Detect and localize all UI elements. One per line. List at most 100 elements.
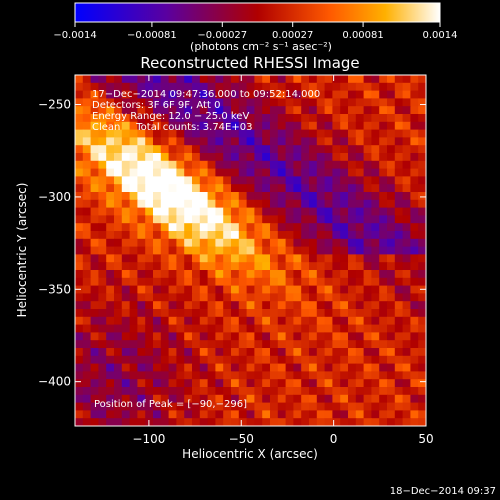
heatmap-cell bbox=[75, 121, 84, 131]
heatmap-cell bbox=[270, 270, 279, 279]
heatmap-cell bbox=[371, 324, 380, 333]
heatmap-cell bbox=[114, 207, 123, 216]
heatmap-cell bbox=[129, 153, 138, 162]
heatmap-cell bbox=[316, 301, 326, 310]
heatmap-cell bbox=[387, 402, 396, 411]
heatmap-cell bbox=[371, 137, 380, 146]
heatmap-cell bbox=[176, 192, 185, 201]
heatmap-cell bbox=[223, 363, 232, 372]
heatmap-cell bbox=[355, 340, 365, 349]
heatmap-cell bbox=[402, 137, 411, 146]
heatmap-cell bbox=[215, 262, 224, 271]
heatmap-cell bbox=[285, 254, 294, 263]
heatmap-cell bbox=[301, 402, 310, 411]
heatmap-cell bbox=[293, 418, 302, 426]
heatmap-cell bbox=[90, 309, 99, 318]
heatmap-cell bbox=[98, 145, 107, 154]
heatmap-cell bbox=[301, 387, 310, 396]
heatmap-cell bbox=[231, 121, 240, 131]
heatmap-cell bbox=[223, 238, 232, 248]
heatmap-cell bbox=[176, 309, 185, 318]
heatmap-cell bbox=[121, 394, 131, 404]
heatmap-cell bbox=[285, 363, 294, 372]
heatmap-cell bbox=[238, 394, 248, 404]
heatmap-cell bbox=[340, 254, 349, 263]
heatmap-cell bbox=[379, 379, 388, 388]
heatmap-cell bbox=[153, 246, 162, 255]
heatmap-cell bbox=[192, 316, 201, 326]
heatmap-cell bbox=[246, 90, 255, 99]
colorbar-tick-label: 0.00027 bbox=[272, 30, 313, 41]
heatmap-cell bbox=[168, 98, 177, 107]
heatmap-cell bbox=[231, 207, 240, 216]
heatmap-cell bbox=[301, 355, 310, 365]
heatmap-cell bbox=[332, 379, 341, 388]
heatmap-cell bbox=[160, 316, 170, 326]
heatmap-cell bbox=[332, 90, 341, 99]
heatmap-cell bbox=[145, 82, 154, 92]
heatmap-cell bbox=[262, 176, 271, 185]
heatmap-cell bbox=[340, 363, 349, 372]
heatmap-cell bbox=[75, 277, 84, 287]
heatmap-cell bbox=[402, 145, 411, 154]
heatmap-cell bbox=[223, 199, 232, 209]
heatmap-cell bbox=[332, 114, 341, 123]
heatmap-cell bbox=[418, 129, 426, 138]
heatmap-cell bbox=[277, 371, 287, 380]
heatmap-cell bbox=[199, 410, 209, 419]
heatmap-cell bbox=[192, 394, 201, 404]
heatmap-cell bbox=[192, 207, 201, 216]
heatmap-cell bbox=[82, 371, 92, 380]
heatmap-cell bbox=[184, 410, 193, 419]
heatmap-cell bbox=[153, 129, 162, 138]
heatmap-cell bbox=[238, 379, 248, 388]
heatmap-cell bbox=[371, 207, 380, 216]
heatmap-cell bbox=[98, 98, 107, 107]
heatmap-cell bbox=[114, 324, 123, 333]
heatmap-cell bbox=[246, 355, 255, 365]
heatmap-cell bbox=[231, 402, 240, 411]
heatmap-cell bbox=[114, 363, 123, 372]
heatmap-cell bbox=[262, 340, 271, 349]
heatmap-cell bbox=[394, 324, 404, 333]
heatmap-cell bbox=[332, 418, 341, 426]
heatmap-cell bbox=[410, 98, 419, 107]
heatmap-cell bbox=[153, 254, 162, 263]
heatmap-cell bbox=[192, 285, 201, 294]
heatmap-cell bbox=[215, 355, 224, 365]
heatmap-cell bbox=[402, 184, 411, 193]
heatmap-cell bbox=[309, 418, 318, 426]
heatmap-cell bbox=[418, 153, 426, 162]
heatmap-cell bbox=[192, 121, 201, 131]
heatmap-cell bbox=[309, 363, 318, 372]
heatmap-cell bbox=[262, 184, 271, 193]
heatmap-cell bbox=[106, 114, 115, 123]
heatmap-cell bbox=[301, 82, 310, 92]
heatmap-cell bbox=[309, 75, 318, 84]
heatmap-cell bbox=[262, 106, 271, 115]
heatmap-cell bbox=[277, 121, 287, 131]
heatmap-cell bbox=[418, 90, 426, 99]
heatmap-cell bbox=[192, 129, 201, 138]
heatmap-cell bbox=[355, 90, 365, 99]
heatmap-cell bbox=[402, 246, 411, 255]
heatmap-cell bbox=[394, 270, 404, 279]
heatmap-cell bbox=[215, 231, 224, 240]
heatmap-cell bbox=[82, 168, 92, 177]
heatmap-cell bbox=[394, 75, 404, 84]
heatmap-cell bbox=[309, 355, 318, 365]
heatmap-cell bbox=[168, 410, 177, 419]
heatmap-cell bbox=[207, 215, 216, 224]
heatmap-cell bbox=[316, 418, 326, 426]
heatmap-cell bbox=[309, 316, 318, 326]
heatmap-cell bbox=[75, 348, 84, 357]
heatmap-cell bbox=[340, 75, 349, 84]
heatmap-cell bbox=[355, 231, 365, 240]
heatmap-cell bbox=[355, 301, 365, 310]
heatmap-cell bbox=[301, 114, 310, 123]
heatmap-cell bbox=[168, 379, 177, 388]
heatmap-cell bbox=[394, 355, 404, 365]
heatmap-cell bbox=[168, 168, 177, 177]
heatmap-cell bbox=[394, 82, 404, 92]
heatmap-cell bbox=[332, 223, 341, 232]
